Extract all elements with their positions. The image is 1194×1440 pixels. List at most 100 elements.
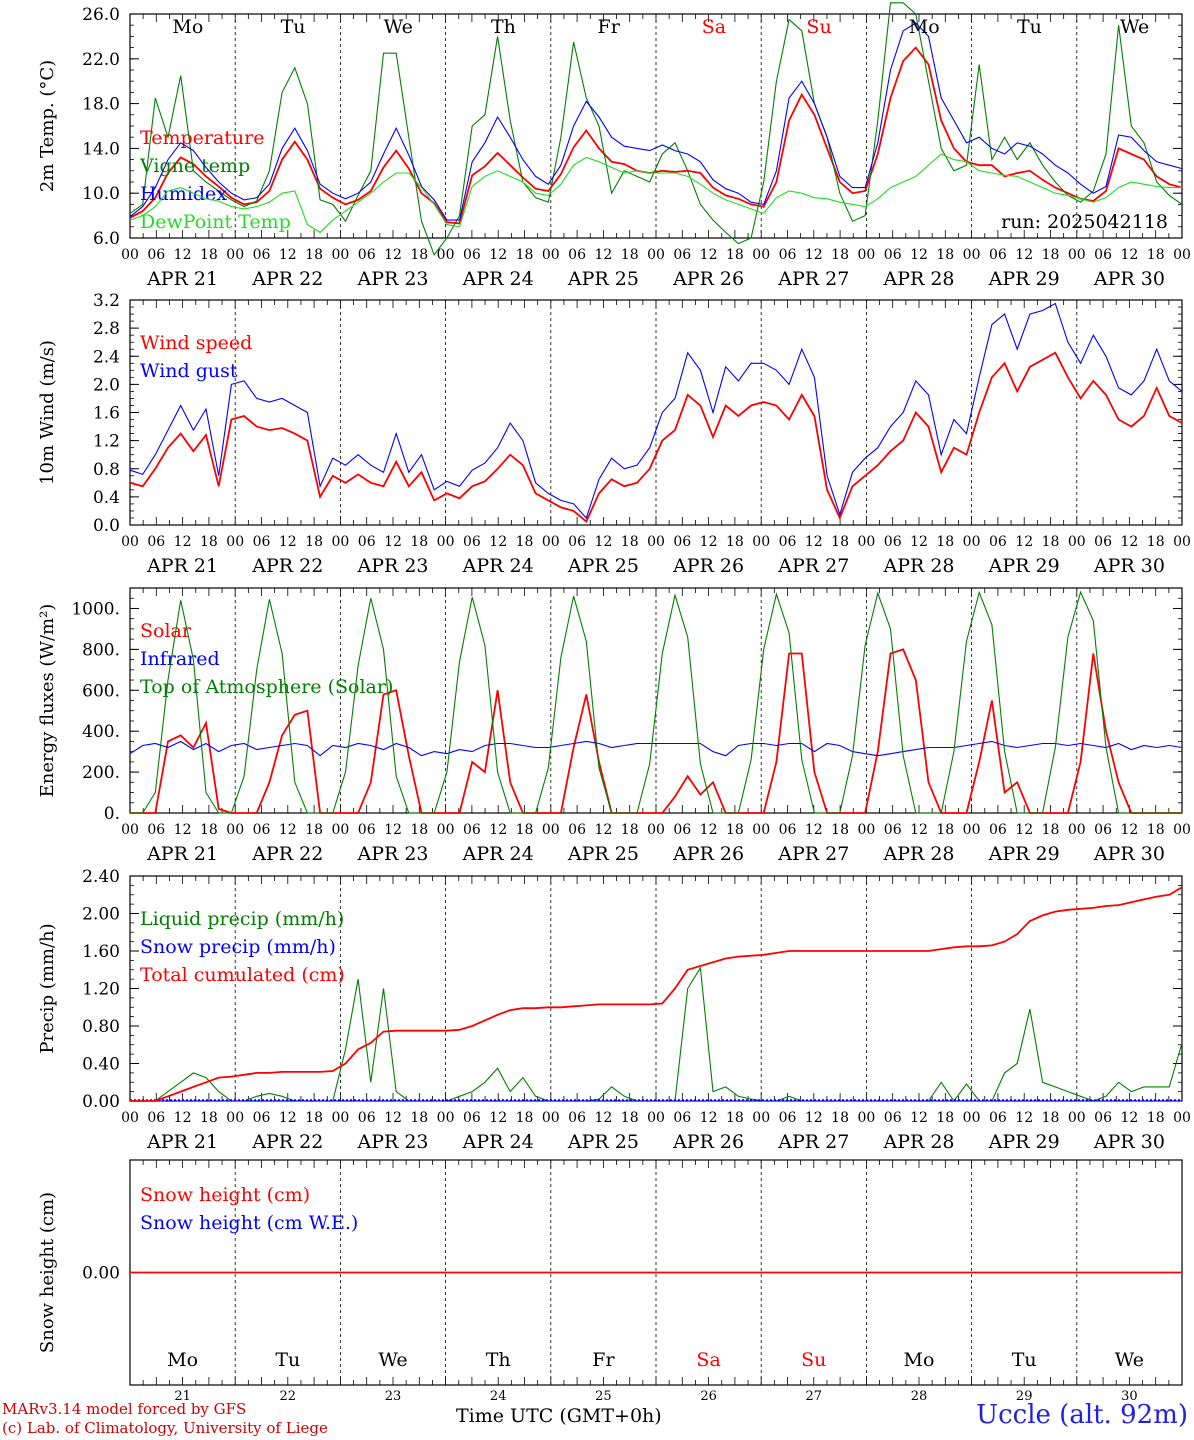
- credit-line-1: MARv3.14 model forced by GFS: [2, 1400, 247, 1418]
- hour-label: 18: [831, 534, 849, 550]
- hour-label: 12: [594, 247, 612, 263]
- hour-label: 00: [121, 822, 139, 838]
- hour-label: 18: [831, 1110, 849, 1126]
- hour-label: 06: [463, 1110, 481, 1126]
- hour-label: 18: [410, 534, 428, 550]
- hour-label: 06: [358, 534, 376, 550]
- hour-label: 12: [1120, 1110, 1138, 1126]
- legend-entry: Snow precip (mm/h): [140, 936, 336, 958]
- date-label: APR 30: [1093, 843, 1165, 865]
- hour-label: 12: [384, 534, 402, 550]
- date-label: APR 24: [462, 843, 534, 865]
- hour-label: 00: [1173, 822, 1191, 838]
- hour-label: 06: [989, 534, 1007, 550]
- legend-entry: Vigne temp: [139, 155, 250, 177]
- hour-label: 12: [384, 1110, 402, 1126]
- date-label: APR 28: [882, 1131, 954, 1153]
- series-line-top-of-atmosphere-solar-: [130, 590, 1182, 814]
- hour-label: 00: [647, 247, 665, 263]
- hour-label: 12: [1015, 1110, 1033, 1126]
- hour-label: 00: [121, 247, 139, 263]
- weekday-label: Fr: [598, 16, 621, 38]
- date-label: APR 27: [777, 555, 849, 577]
- hour-label: 06: [253, 822, 271, 838]
- date-label: APR 30: [1093, 555, 1165, 577]
- hour-label: 12: [700, 1110, 718, 1126]
- hour-label: 06: [253, 534, 271, 550]
- day-number-label: 23: [385, 1389, 402, 1404]
- hour-label: 00: [1068, 247, 1086, 263]
- date-label: APR 27: [777, 843, 849, 865]
- panel-precip: 0.00 0.40 0.80 1.20 1.60 2.00 2.40 Precip (mm/h…: [37, 867, 1191, 1153]
- hour-label: 12: [594, 534, 612, 550]
- weekday-label: Sa: [702, 16, 726, 38]
- hour-label: 18: [621, 1110, 639, 1126]
- y-tick-label: 2.00: [82, 905, 120, 925]
- hour-label: 00: [542, 822, 560, 838]
- series-line-dewpoint-temp: [129, 153, 1182, 234]
- y-tick-label: 600.: [82, 681, 120, 701]
- hour-label: 12: [1015, 534, 1033, 550]
- series-line-vigne-temp: [129, 2, 1183, 256]
- hour-label: 18: [1147, 534, 1165, 550]
- hour-label: 12: [700, 247, 718, 263]
- date-label: APR 28: [882, 555, 954, 577]
- hour-label: 12: [279, 247, 297, 263]
- hour-label: 18: [726, 1110, 744, 1126]
- hour-label: 00: [331, 1110, 349, 1126]
- hour-label: 12: [489, 534, 507, 550]
- date-label: APR 21: [146, 268, 218, 290]
- hour-label: 06: [1094, 247, 1112, 263]
- hour-label: 18: [726, 534, 744, 550]
- day-number-label: 30: [1121, 1389, 1138, 1404]
- legend-entry: Wind speed: [140, 332, 252, 354]
- hour-label: 06: [673, 1110, 691, 1126]
- y-tick-label: 10.0: [82, 184, 120, 204]
- weekday-label: Mo: [172, 16, 203, 38]
- date-label: APR 26: [672, 843, 744, 865]
- legend-entry: Infrared: [140, 648, 220, 670]
- model-credit: MARv3.14 model forced by GFS (c) Lab. of…: [2, 1400, 328, 1438]
- date-label: APR 21: [146, 843, 218, 865]
- hour-label: 00: [226, 247, 244, 263]
- date-label: APR 21: [146, 555, 218, 577]
- hour-label: 00: [1068, 534, 1086, 550]
- hour-label: 18: [1042, 247, 1060, 263]
- y-tick-label: 800.: [82, 640, 120, 660]
- y-tick-label: 3.2: [93, 291, 120, 311]
- date-label: APR 23: [356, 268, 428, 290]
- hour-label: 12: [805, 822, 823, 838]
- hour-label: 00: [752, 534, 770, 550]
- hour-label: 18: [1147, 247, 1165, 263]
- run-annotation: run: 2025042118: [1001, 211, 1168, 233]
- hour-label: 12: [279, 1110, 297, 1126]
- hour-label: 12: [594, 1110, 612, 1126]
- y-tick-label: 18.0: [82, 95, 120, 115]
- y-tick-label: 2.0: [93, 375, 120, 395]
- day-number-label: 21: [174, 1389, 191, 1404]
- hour-label: 12: [805, 1110, 823, 1126]
- hour-label: 00: [121, 1110, 139, 1126]
- legend-entry: Snow height (cm W.E.): [140, 1212, 358, 1234]
- hour-label: 00: [1068, 1110, 1086, 1126]
- y-tick-label: 400.: [82, 722, 120, 742]
- hour-label: 12: [174, 247, 192, 263]
- hour-label: 06: [779, 247, 797, 263]
- hour-label: 18: [200, 534, 218, 550]
- hour-label: 06: [1094, 822, 1112, 838]
- hour-label: 12: [1015, 822, 1033, 838]
- date-label: APR 22: [251, 1131, 323, 1153]
- hour-label: 06: [147, 247, 165, 263]
- y-axis-label: Precip (mm/h): [37, 923, 58, 1053]
- y-tick-label: 14.0: [82, 139, 120, 159]
- hour-label: 18: [1042, 1110, 1060, 1126]
- legend-entry: Solar: [140, 620, 192, 642]
- hour-label: 06: [989, 1110, 1007, 1126]
- y-tick-label: 1.6: [93, 404, 120, 424]
- hour-label: 06: [147, 822, 165, 838]
- legend-entry: Temperature: [140, 127, 264, 149]
- hour-label: 00: [963, 534, 981, 550]
- date-label: APR 24: [462, 268, 534, 290]
- hour-label: 06: [884, 1110, 902, 1126]
- hour-label: 00: [437, 822, 455, 838]
